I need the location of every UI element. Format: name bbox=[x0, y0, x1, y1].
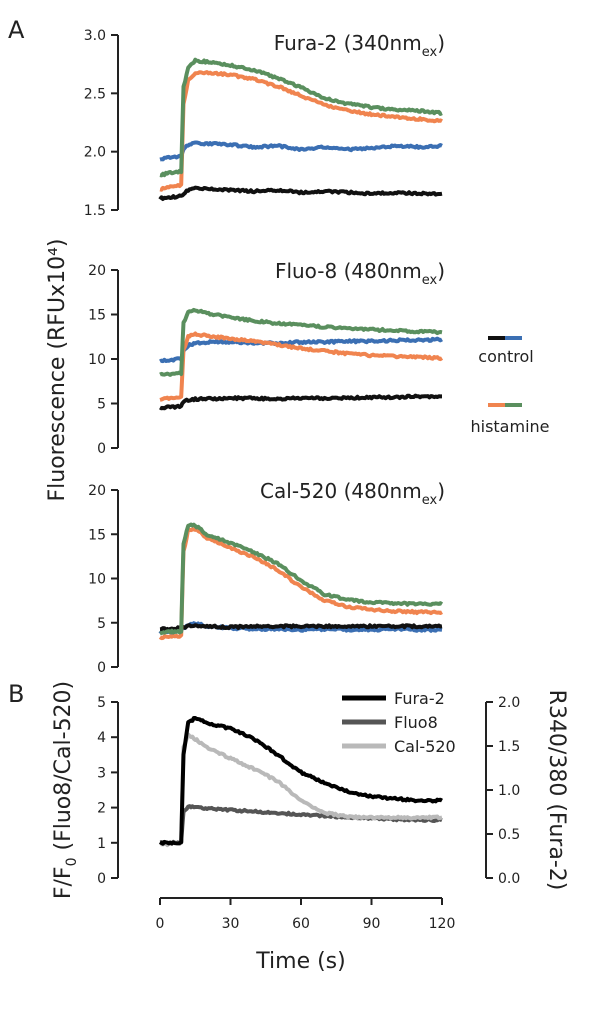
fura2-title-sub: ex bbox=[422, 45, 438, 60]
b-left-y-label: F/F0 (Fluo8/Cal-520) bbox=[51, 681, 80, 899]
fura2-series-histamine-green-line bbox=[159, 57, 443, 178]
fluo8-title-end: ) bbox=[437, 259, 445, 283]
fluo8-series-histamine-orange-line bbox=[159, 331, 444, 402]
b-right-y-tick-label: 1.0 bbox=[498, 783, 520, 799]
fluo8-lines bbox=[159, 307, 444, 411]
b-y-tick-label: 1 bbox=[97, 836, 106, 852]
fura2-lines bbox=[158, 57, 443, 201]
b-right-y-ticks: 0.0 0.5 1.0 1.5 2.0 bbox=[486, 695, 520, 887]
fura2-y-tick-label: 2.0 bbox=[84, 145, 106, 161]
legend-panel-b: Fura-2 Fluo8 Cal-520 bbox=[342, 689, 456, 756]
chart-normalized: 0 1 2 3 4 5 0.0 0.5 1.0 1.5 2.0 0 30 60 90 120 Fura-2… bbox=[51, 681, 569, 974]
cal520-y-tick-label: 15 bbox=[88, 527, 106, 543]
legend-b-label-fura-2: Fura-2 bbox=[394, 689, 445, 708]
fura2-title-main: Fura-2 (340nm bbox=[274, 31, 422, 55]
cal520-y-ticks: 0 5 10 15 20 bbox=[88, 483, 118, 676]
b-left-y-label-sub: 0 bbox=[64, 857, 80, 866]
legend-b-label-fluo8: Fluo8 bbox=[394, 713, 438, 732]
cal520-title-main: Cal-520 (480nm bbox=[260, 479, 422, 503]
cal520-series-histamine-orange-line bbox=[158, 526, 443, 641]
fluo8-y-tick-label: 15 bbox=[88, 308, 106, 324]
cal520-title-end: ) bbox=[437, 479, 445, 503]
chart-fura2: 1.5 2.0 2.5 3.0 Fura-2 (340nmex) bbox=[84, 28, 445, 219]
fluo8-y-ticks: 0 5 10 15 20 bbox=[88, 263, 118, 457]
fluo8-series-control-black-line bbox=[159, 393, 443, 411]
fura2-title: Fura-2 (340nmex) bbox=[274, 31, 445, 60]
fura2-series-histamine-orange-line bbox=[159, 70, 443, 192]
b-series-fluo8-b-line bbox=[159, 804, 443, 846]
shared-y-axis-label: Fluorescence (RFUx10⁴) bbox=[45, 239, 70, 502]
fluo8-y-tick-label: 10 bbox=[88, 352, 106, 368]
fura2-y-tick-label: 3.0 bbox=[84, 28, 106, 44]
b-y-tick-label: 0 bbox=[97, 871, 106, 887]
b-x-tick-label: 120 bbox=[429, 916, 456, 932]
cal520-series-histamine-green-line bbox=[159, 522, 444, 636]
chart-cal520: 0 5 10 15 20 Cal-520 (480nmex) bbox=[88, 479, 445, 676]
fura2-series-control-black-line bbox=[158, 185, 443, 201]
fluo8-title: Fluo-8 (480nmex) bbox=[275, 259, 445, 288]
fura2-y-tick-label: 1.5 bbox=[84, 203, 106, 219]
cal520-series-control-black-line bbox=[159, 623, 443, 632]
b-y-tick-label: 5 bbox=[97, 695, 106, 711]
fura2-y-ticks: 1.5 2.0 2.5 3.0 bbox=[84, 28, 118, 219]
legend-b-label-cal-520: Cal-520 bbox=[394, 737, 456, 756]
legend-histamine-label: histamine bbox=[470, 417, 549, 436]
b-right-y-tick-label: 0.0 bbox=[498, 871, 520, 887]
fura2-title-end: ) bbox=[437, 31, 445, 55]
cal520-title: Cal-520 (480nmex) bbox=[260, 479, 445, 508]
cal520-lines bbox=[158, 522, 444, 641]
b-x-tick-label: 60 bbox=[292, 916, 310, 932]
b-left-y-label-end: (Fluo8/Cal-520) bbox=[51, 681, 76, 858]
b-right-y-tick-label: 1.5 bbox=[498, 739, 520, 755]
b-y-tick-label: 3 bbox=[97, 765, 106, 781]
b-series-fura2-b-line bbox=[158, 716, 443, 846]
fluo8-series-histamine-green-line bbox=[159, 307, 443, 377]
fluo8-series-control-blue-line bbox=[159, 336, 443, 364]
fluo8-y-tick-label: 5 bbox=[97, 397, 106, 413]
b-x-tick-label: 0 bbox=[156, 916, 165, 932]
b-x-tick-label: 90 bbox=[363, 916, 381, 932]
cal520-y-tick-label: 0 bbox=[97, 660, 106, 676]
fluo8-y-tick-label: 20 bbox=[88, 263, 106, 279]
x-axis-label: Time (s) bbox=[255, 949, 345, 974]
b-left-y-label-main: F/F bbox=[51, 866, 76, 899]
fluo8-title-sub: ex bbox=[422, 273, 438, 288]
fura2-series-control-blue-line bbox=[159, 140, 443, 162]
fura2-y-tick-label: 2.5 bbox=[84, 86, 106, 102]
legend-panel-a: control histamine bbox=[470, 336, 550, 436]
b-lines bbox=[158, 716, 443, 848]
b-y-tick-label: 2 bbox=[97, 801, 106, 817]
fluo8-title-main: Fluo-8 (480nm bbox=[275, 259, 422, 283]
b-right-y-tick-label: 2.0 bbox=[498, 695, 520, 711]
chart-fluo8: 0 5 10 15 20 Fluo-8 (480nmex) bbox=[88, 259, 445, 457]
panel-letter-b: B bbox=[8, 680, 24, 708]
legend-control-label: control bbox=[478, 347, 533, 366]
cal520-title-sub: ex bbox=[422, 493, 438, 508]
b-left-y-ticks: 0 1 2 3 4 5 bbox=[97, 695, 118, 887]
cal520-y-tick-label: 10 bbox=[88, 572, 106, 588]
b-y-tick-label: 4 bbox=[97, 730, 106, 746]
b-x-ticks: 0 30 60 90 120 bbox=[156, 898, 456, 932]
panel-letter-a: A bbox=[8, 16, 25, 44]
b-right-y-label: R340/380 (Fura-2) bbox=[544, 690, 569, 891]
cal520-y-tick-label: 20 bbox=[88, 483, 106, 499]
cal520-y-tick-label: 5 bbox=[97, 616, 106, 632]
b-x-tick-label: 30 bbox=[222, 916, 240, 932]
b-right-y-tick-label: 0.5 bbox=[498, 827, 520, 843]
b-series-cal520-b-line bbox=[159, 732, 443, 848]
fluo8-y-tick-label: 0 bbox=[97, 441, 106, 457]
